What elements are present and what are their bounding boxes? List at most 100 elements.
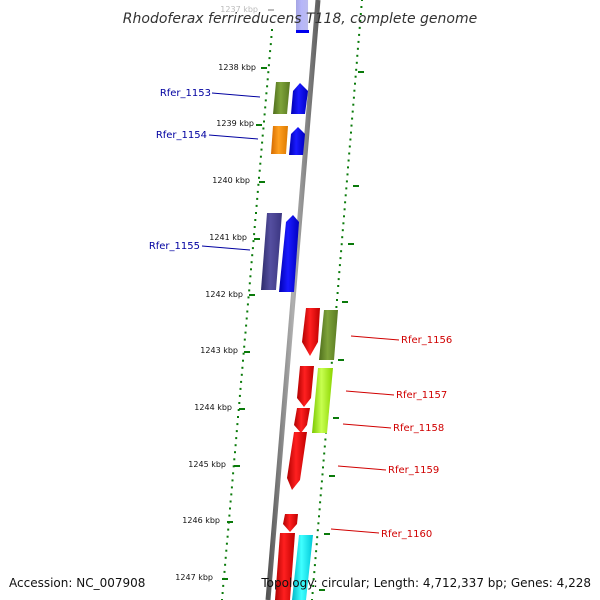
gene-label[interactable]: Rfer_1153 bbox=[160, 88, 211, 99]
ring-dot bbox=[322, 466, 324, 469]
ring-dot bbox=[348, 145, 351, 148]
ring-dot bbox=[263, 120, 265, 123]
label-leader-line bbox=[330, 528, 380, 534]
label-leader-line bbox=[208, 134, 259, 140]
ring-dot bbox=[342, 222, 345, 225]
gene-feature-red[interactable] bbox=[294, 408, 310, 433]
gene-feature-blue[interactable] bbox=[289, 127, 305, 155]
gene-feature-orange[interactable] bbox=[271, 126, 288, 154]
gene-feature-slateblue[interactable] bbox=[261, 213, 282, 290]
ring-dot bbox=[250, 261, 253, 264]
ring-dot bbox=[352, 103, 355, 106]
ring-dot bbox=[338, 264, 341, 267]
gene-feature-red[interactable] bbox=[287, 432, 307, 490]
ring-dot bbox=[341, 229, 344, 232]
gene-feature-blue[interactable] bbox=[291, 83, 308, 114]
ring-dot bbox=[260, 148, 263, 151]
ring-dot bbox=[258, 176, 260, 179]
ring-dot bbox=[230, 493, 233, 496]
tick-label: 1246 kbp bbox=[182, 516, 220, 525]
ring-dot bbox=[255, 204, 258, 207]
ring-dot bbox=[361, 0, 363, 1]
label-leader-line bbox=[345, 390, 395, 396]
ring-dot bbox=[264, 99, 267, 102]
gene-label[interactable]: Rfer_1156 bbox=[401, 335, 452, 346]
ring-dot bbox=[348, 152, 351, 155]
gene-features bbox=[261, 0, 338, 600]
ring-dot bbox=[223, 570, 226, 573]
ring-dot bbox=[242, 359, 244, 362]
ring-dot bbox=[355, 68, 358, 71]
gene-label[interactable]: Rfer_1160 bbox=[381, 529, 432, 540]
ring-dot bbox=[358, 33, 361, 36]
ring-dot bbox=[221, 592, 224, 594]
label-leader-line bbox=[350, 335, 400, 341]
ring-dot bbox=[238, 402, 241, 404]
ring-dot bbox=[344, 201, 347, 204]
tick-label: 1237 kbp bbox=[220, 5, 258, 14]
accession-text: Accession: NC_007908 bbox=[9, 576, 145, 590]
ring-dot bbox=[232, 465, 235, 468]
gene-label[interactable]: Rfer_1157 bbox=[396, 390, 447, 401]
gene-feature-red[interactable] bbox=[302, 308, 320, 356]
scale-ticks: 1237 kbp 1238 kbp 1239 kbp 1240 kbp 1241… bbox=[175, 5, 274, 582]
gene-feature-red[interactable] bbox=[283, 514, 298, 532]
ring-dot bbox=[323, 452, 326, 455]
ring-dot bbox=[231, 479, 234, 482]
ring-dot bbox=[314, 557, 317, 560]
gene-feature-blue[interactable] bbox=[279, 215, 299, 292]
ring-dot bbox=[350, 131, 352, 134]
ring-dot bbox=[315, 543, 318, 546]
ring-dot bbox=[251, 254, 254, 257]
gene-feature-red[interactable] bbox=[297, 366, 314, 407]
ring-dot bbox=[350, 124, 353, 127]
ring-dot bbox=[336, 299, 338, 301]
ring-dot bbox=[270, 36, 273, 38]
ring-dot bbox=[320, 480, 323, 483]
ring-dot bbox=[354, 75, 357, 78]
ring-dot bbox=[228, 514, 231, 517]
ring-dot bbox=[233, 458, 236, 461]
ring-dot bbox=[240, 380, 243, 383]
gene-feature-yellowgreen[interactable] bbox=[312, 368, 333, 433]
gene-label[interactable]: Rfer_1158 bbox=[393, 423, 444, 434]
ring-dot bbox=[358, 26, 361, 29]
gene-feature-cyan[interactable] bbox=[292, 535, 313, 600]
ring-dot bbox=[255, 212, 257, 214]
ring-dot bbox=[243, 345, 246, 348]
ring-dot bbox=[343, 208, 346, 211]
ring-dot bbox=[338, 271, 341, 274]
gene-label[interactable]: Rfer_1159 bbox=[388, 465, 439, 476]
ring-dot bbox=[324, 438, 327, 441]
tick-label: 1239 kbp bbox=[216, 119, 254, 128]
ring-dot bbox=[311, 592, 314, 594]
ring-dot bbox=[351, 117, 354, 120]
ring-dot bbox=[312, 585, 315, 587]
ring-dot bbox=[359, 19, 362, 22]
summary-text: Topology: circular; Length: 4,712,337 bp… bbox=[260, 576, 591, 590]
tick-label: 1242 kbp bbox=[205, 290, 243, 299]
gene-feature-olive[interactable] bbox=[319, 310, 338, 360]
ring-dot bbox=[236, 423, 239, 426]
gene-feature-red[interactable] bbox=[275, 533, 295, 600]
ring-dot bbox=[253, 226, 256, 228]
gene-feature-blue[interactable] bbox=[296, 0, 308, 33]
ring-dot bbox=[226, 535, 229, 538]
ring-dot bbox=[232, 472, 235, 475]
ring-dot bbox=[266, 85, 269, 88]
ring-dot bbox=[234, 444, 237, 447]
ring-dot bbox=[241, 366, 244, 369]
gene-label[interactable]: Rfer_1155 bbox=[149, 241, 200, 252]
ring-dot bbox=[319, 501, 322, 504]
tick-label: 1244 kbp bbox=[194, 403, 232, 412]
gene-feature-olive[interactable] bbox=[273, 82, 290, 114]
ring-dot bbox=[351, 110, 354, 113]
tick-label: 1245 kbp bbox=[188, 460, 226, 469]
ring-dot bbox=[340, 250, 343, 253]
ring-dot bbox=[357, 40, 360, 43]
ring-dot bbox=[318, 508, 321, 511]
ring-dot bbox=[229, 500, 232, 503]
ring-dot bbox=[242, 352, 245, 355]
tick-label: 1241 kbp bbox=[209, 233, 247, 242]
gene-label[interactable]: Rfer_1154 bbox=[156, 130, 207, 141]
